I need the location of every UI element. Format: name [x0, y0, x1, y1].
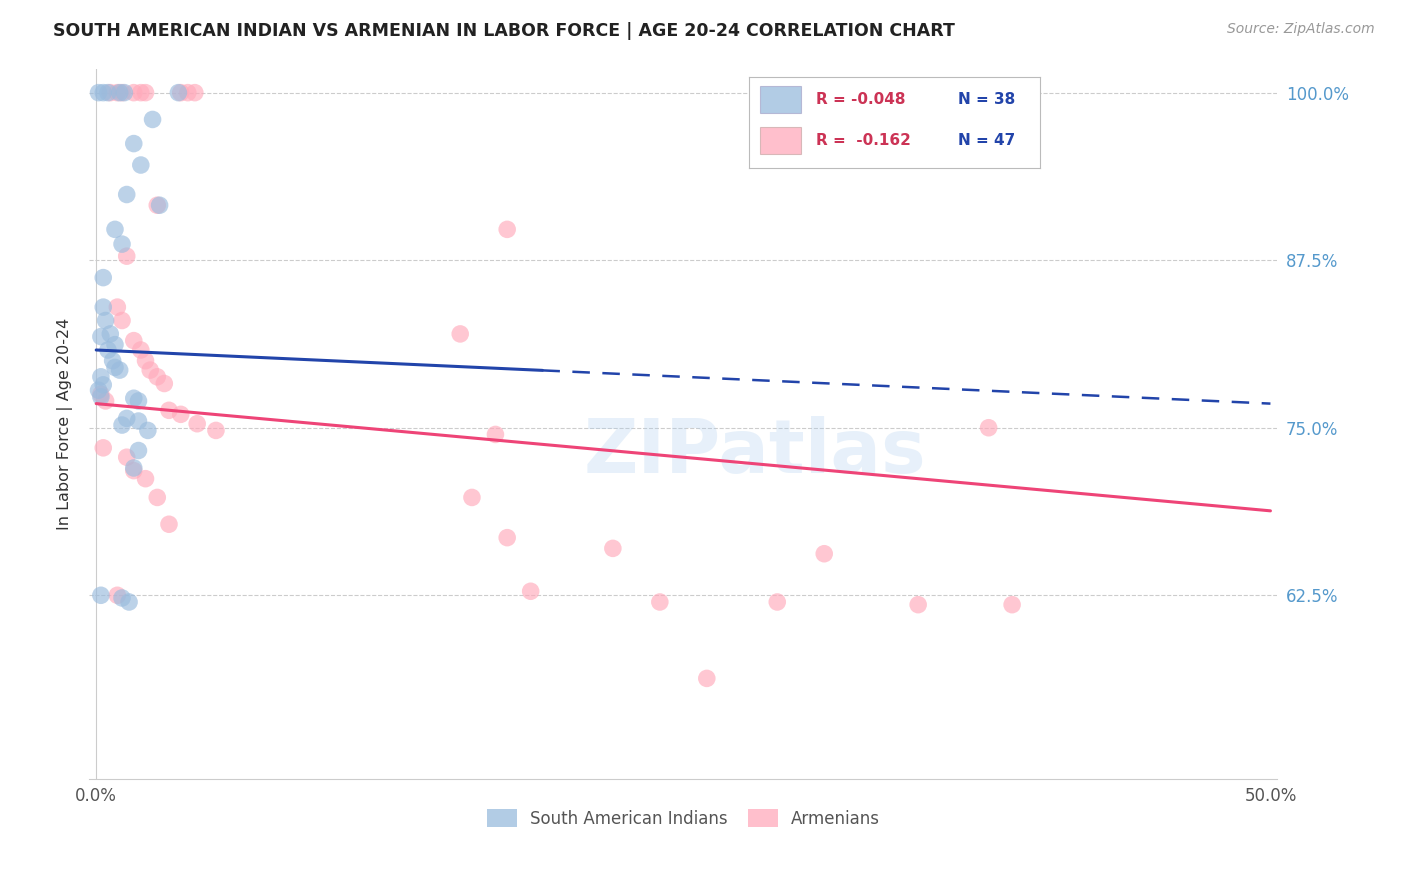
Point: [90, 329, 112, 343]
Point: [461, 491, 484, 505]
Point: [170, 408, 193, 422]
Point: [837, 86, 859, 100]
Point: [449, 326, 471, 341]
Point: [108, 86, 131, 100]
Point: [134, 86, 156, 100]
Point: [186, 417, 208, 431]
Point: [177, 86, 200, 100]
Point: [129, 86, 152, 100]
Point: [98, 326, 121, 341]
Point: [118, 595, 141, 609]
Point: [91, 300, 114, 314]
Point: [122, 464, 145, 478]
Point: [91, 377, 114, 392]
Point: [105, 300, 128, 314]
Point: [122, 391, 145, 405]
Point: [484, 427, 506, 442]
Point: [111, 86, 134, 100]
Point: [90, 369, 112, 384]
Point: [907, 598, 929, 612]
Point: [519, 584, 541, 599]
Point: [602, 541, 624, 556]
Point: [94, 313, 117, 327]
Point: [122, 334, 145, 348]
Point: [142, 112, 165, 127]
Point: [111, 237, 134, 252]
Point: [157, 517, 180, 532]
Point: [139, 363, 162, 377]
Point: [146, 491, 169, 505]
Point: [90, 588, 112, 602]
Point: [146, 198, 169, 212]
Point: [129, 158, 152, 172]
Point: [122, 461, 145, 475]
Point: [112, 86, 135, 100]
Point: [90, 387, 112, 401]
Point: [97, 86, 120, 100]
Point: [94, 393, 117, 408]
Point: [127, 393, 149, 408]
Text: Source: ZipAtlas.com: Source: ZipAtlas.com: [1227, 22, 1375, 37]
Point: [122, 86, 145, 100]
Point: [115, 450, 138, 465]
Point: [977, 421, 1000, 435]
Point: [696, 672, 718, 686]
Point: [134, 472, 156, 486]
Point: [90, 390, 112, 404]
Point: [153, 376, 176, 391]
Point: [136, 424, 159, 438]
Point: [115, 249, 138, 263]
Point: [111, 313, 134, 327]
Point: [122, 136, 145, 151]
Point: [496, 531, 519, 545]
Point: [149, 198, 172, 212]
Point: [129, 343, 152, 357]
Point: [105, 588, 128, 602]
Point: [170, 86, 193, 100]
Point: [766, 595, 789, 609]
Point: [115, 411, 138, 425]
Point: [91, 270, 114, 285]
Text: SOUTH AMERICAN INDIAN VS ARMENIAN IN LABOR FORCE | AGE 20-24 CORRELATION CHART: SOUTH AMERICAN INDIAN VS ARMENIAN IN LAB…: [53, 22, 955, 40]
Point: [127, 414, 149, 428]
Point: [184, 86, 207, 100]
Point: [648, 595, 671, 609]
Point: [205, 424, 228, 438]
Point: [97, 343, 120, 357]
Point: [813, 547, 835, 561]
Point: [104, 337, 127, 351]
Point: [91, 441, 114, 455]
Y-axis label: In Labor Force | Age 20-24: In Labor Force | Age 20-24: [58, 318, 73, 530]
Point: [127, 443, 149, 458]
Point: [146, 369, 169, 384]
Point: [87, 383, 110, 397]
Point: [87, 86, 110, 100]
Point: [108, 363, 131, 377]
Point: [1001, 598, 1024, 612]
Point: [134, 353, 156, 368]
Point: [105, 86, 128, 100]
Point: [111, 418, 134, 433]
Point: [167, 86, 190, 100]
Point: [104, 222, 127, 236]
Point: [115, 187, 138, 202]
Legend: South American Indians, Armenians: South American Indians, Armenians: [479, 803, 887, 835]
Point: [101, 353, 124, 368]
Point: [157, 403, 180, 417]
Point: [496, 222, 519, 236]
Point: [98, 86, 121, 100]
Point: [111, 591, 134, 605]
Point: [104, 360, 127, 375]
Point: [91, 86, 114, 100]
Text: ZIPatlas: ZIPatlas: [583, 416, 927, 489]
